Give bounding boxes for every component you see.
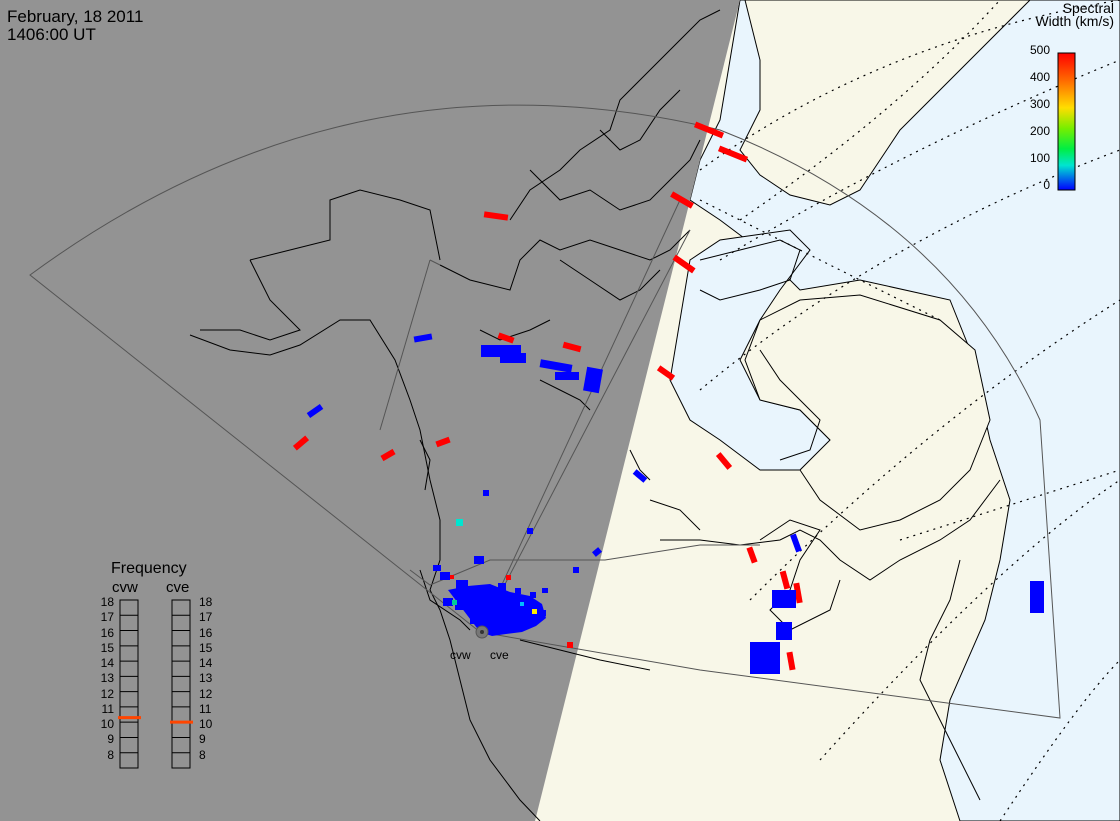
frequency-scale-label-right: 14	[199, 656, 213, 671]
radar-site-center	[480, 630, 484, 634]
greenland-landmass	[739, 0, 1031, 206]
frequency-scale-label-left: 17	[100, 610, 114, 625]
frequency-scale-label-left: 10	[100, 717, 114, 732]
frequency-scale-label-left: 12	[100, 686, 114, 701]
radar-echoes	[292, 121, 1044, 674]
latitude-grid	[699, 0, 1120, 821]
quebec-landmass	[744, 294, 991, 531]
frequency-scale-label-left: 15	[100, 640, 114, 655]
echoes-mid-width	[452, 519, 537, 614]
colorbar-tick: 200	[1029, 124, 1050, 138]
radar-sites	[475, 625, 489, 639]
frequency-site-label-cvw: cvw	[112, 579, 138, 596]
frequency-scale-label-left: 13	[100, 671, 114, 686]
frequency-scale-label-right: 13	[199, 671, 213, 686]
frequency-scale-label-right: 16	[199, 625, 213, 640]
colorbar-tick: 500	[1029, 43, 1050, 57]
colorbar-tick: 0	[1043, 178, 1050, 192]
frequency-scale-label-right: 10	[199, 717, 213, 732]
cvw-frequency-box	[119, 599, 139, 769]
frequency-panel-title: Frequency	[111, 560, 187, 577]
cve-frequency-box	[171, 599, 191, 769]
frequency-scale-label-right: 18	[199, 595, 213, 609]
echoes-high-width	[292, 121, 803, 671]
frequency-site-label-cve: cve	[166, 579, 190, 596]
colorbar-tick: 300	[1029, 97, 1050, 111]
frequency-scale-label-left: 18	[100, 595, 114, 609]
radar-site-label-cve: cve	[490, 648, 509, 662]
frequency-scale-label-right: 15	[199, 640, 213, 655]
frequency-panel-boxes	[118, 599, 193, 769]
frequency-scale-label-right: 12	[199, 686, 213, 701]
radar-fov-boundary	[29, 104, 1061, 719]
colorbar-tick: 100	[1029, 151, 1050, 165]
colorbar-title-line1: Spectral	[1062, 0, 1114, 16]
radar-site-label-cvw: cvw	[450, 648, 471, 662]
frequency-scale-label-left: 16	[100, 625, 114, 640]
colorbar-tick: 400	[1029, 70, 1050, 84]
colorbar-title-line2: Width (km/s)	[1035, 13, 1114, 29]
frequency-scale-label-right: 11	[199, 701, 212, 716]
frequency-scale-label-left: 9	[107, 732, 114, 747]
spectral-width-colorbar	[1057, 52, 1076, 191]
header-time: 1406:00 UT	[7, 25, 96, 44]
frequency-scale-label-left: 8	[107, 747, 114, 762]
coastlines	[189, 9, 1001, 821]
frequency-scale-label-right: 8	[199, 747, 206, 762]
frequency-scale-label-left: 14	[100, 656, 114, 671]
header-date: February, 18 2011	[7, 7, 144, 26]
frequency-scale-label-right: 9	[199, 732, 206, 747]
frequency-scale-label-right: 17	[199, 610, 213, 625]
frequency-scale-label-left: 11	[101, 701, 114, 716]
echoes-low-width	[306, 333, 1044, 674]
